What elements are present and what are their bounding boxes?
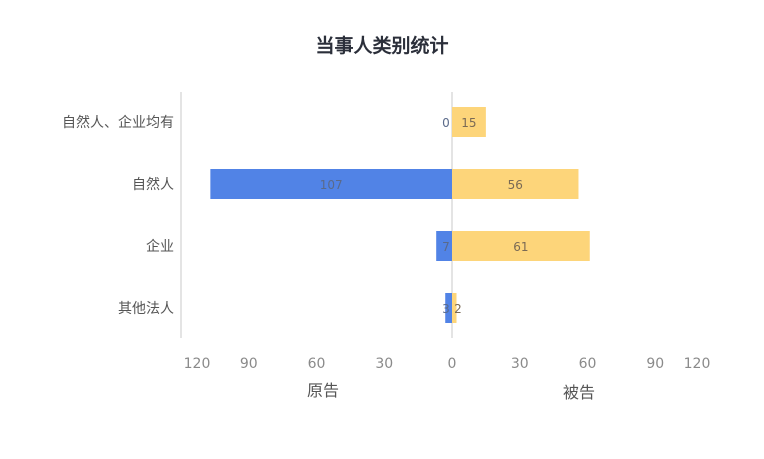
category-label: 自然人、企业均有 xyxy=(62,114,174,131)
defendant-bars xyxy=(452,107,590,323)
data-label-defendant: 56 xyxy=(508,178,523,192)
bar-plaintiff xyxy=(436,231,452,261)
tick-label-right: 60 xyxy=(579,356,597,372)
tick-label-left: 60 xyxy=(308,356,326,372)
chart-title: 当事人类别统计 xyxy=(315,34,448,57)
tick-label-left: 120 xyxy=(184,356,211,372)
data-label-plaintiff: 7 xyxy=(442,240,450,254)
data-label-plaintiff: 107 xyxy=(320,178,343,192)
bar-plaintiff xyxy=(210,169,452,199)
bar-plaintiff xyxy=(445,293,452,323)
tick-label-right: 0 xyxy=(448,356,457,372)
data-label-plaintiff: 3 xyxy=(442,302,450,316)
data-label-defendant: 61 xyxy=(513,240,528,254)
bar-defendant xyxy=(452,169,579,199)
plaintiff-bars xyxy=(210,169,452,323)
data-label-defendant: 2 xyxy=(454,302,462,316)
tick-label-right: 90 xyxy=(646,356,664,372)
left-axis-label: 原告 xyxy=(307,381,339,400)
bar-defendant xyxy=(452,293,457,323)
category-label: 企业 xyxy=(146,238,174,255)
data-labels: 0 15 107 56 7 61 3 2 xyxy=(320,116,529,316)
tick-label-left: 30 xyxy=(375,356,393,372)
bar-defendant xyxy=(452,107,486,137)
tick-label-right: 120 xyxy=(684,356,711,372)
tick-label-right: 30 xyxy=(511,356,529,372)
bar-defendant xyxy=(452,231,590,261)
right-axis-label: 被告 xyxy=(563,383,595,402)
category-label: 自然人 xyxy=(132,176,174,193)
tick-labels: 120 90 60 30 0 30 60 90 120 xyxy=(184,356,711,372)
tick-label-left: 90 xyxy=(240,356,258,372)
data-label-defendant: 15 xyxy=(461,116,476,130)
data-label-plaintiff: 0 xyxy=(442,116,450,130)
category-label: 其他法人 xyxy=(118,301,174,317)
